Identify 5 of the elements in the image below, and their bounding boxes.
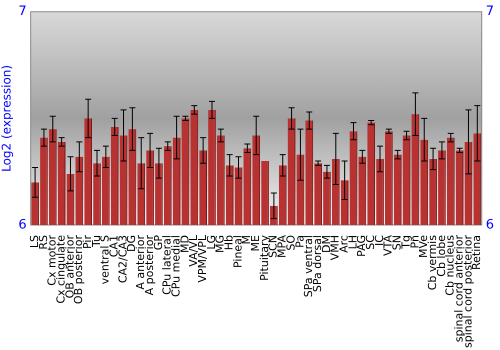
- y-axis-title: Log2 (expression): [0, 64, 14, 172]
- y2-tick-label: 7: [486, 4, 494, 20]
- y2-tick-label: 6: [486, 217, 494, 232]
- x-tick-label: Retina: [470, 235, 484, 270]
- x-tick-label: OB posterior: [72, 234, 86, 304]
